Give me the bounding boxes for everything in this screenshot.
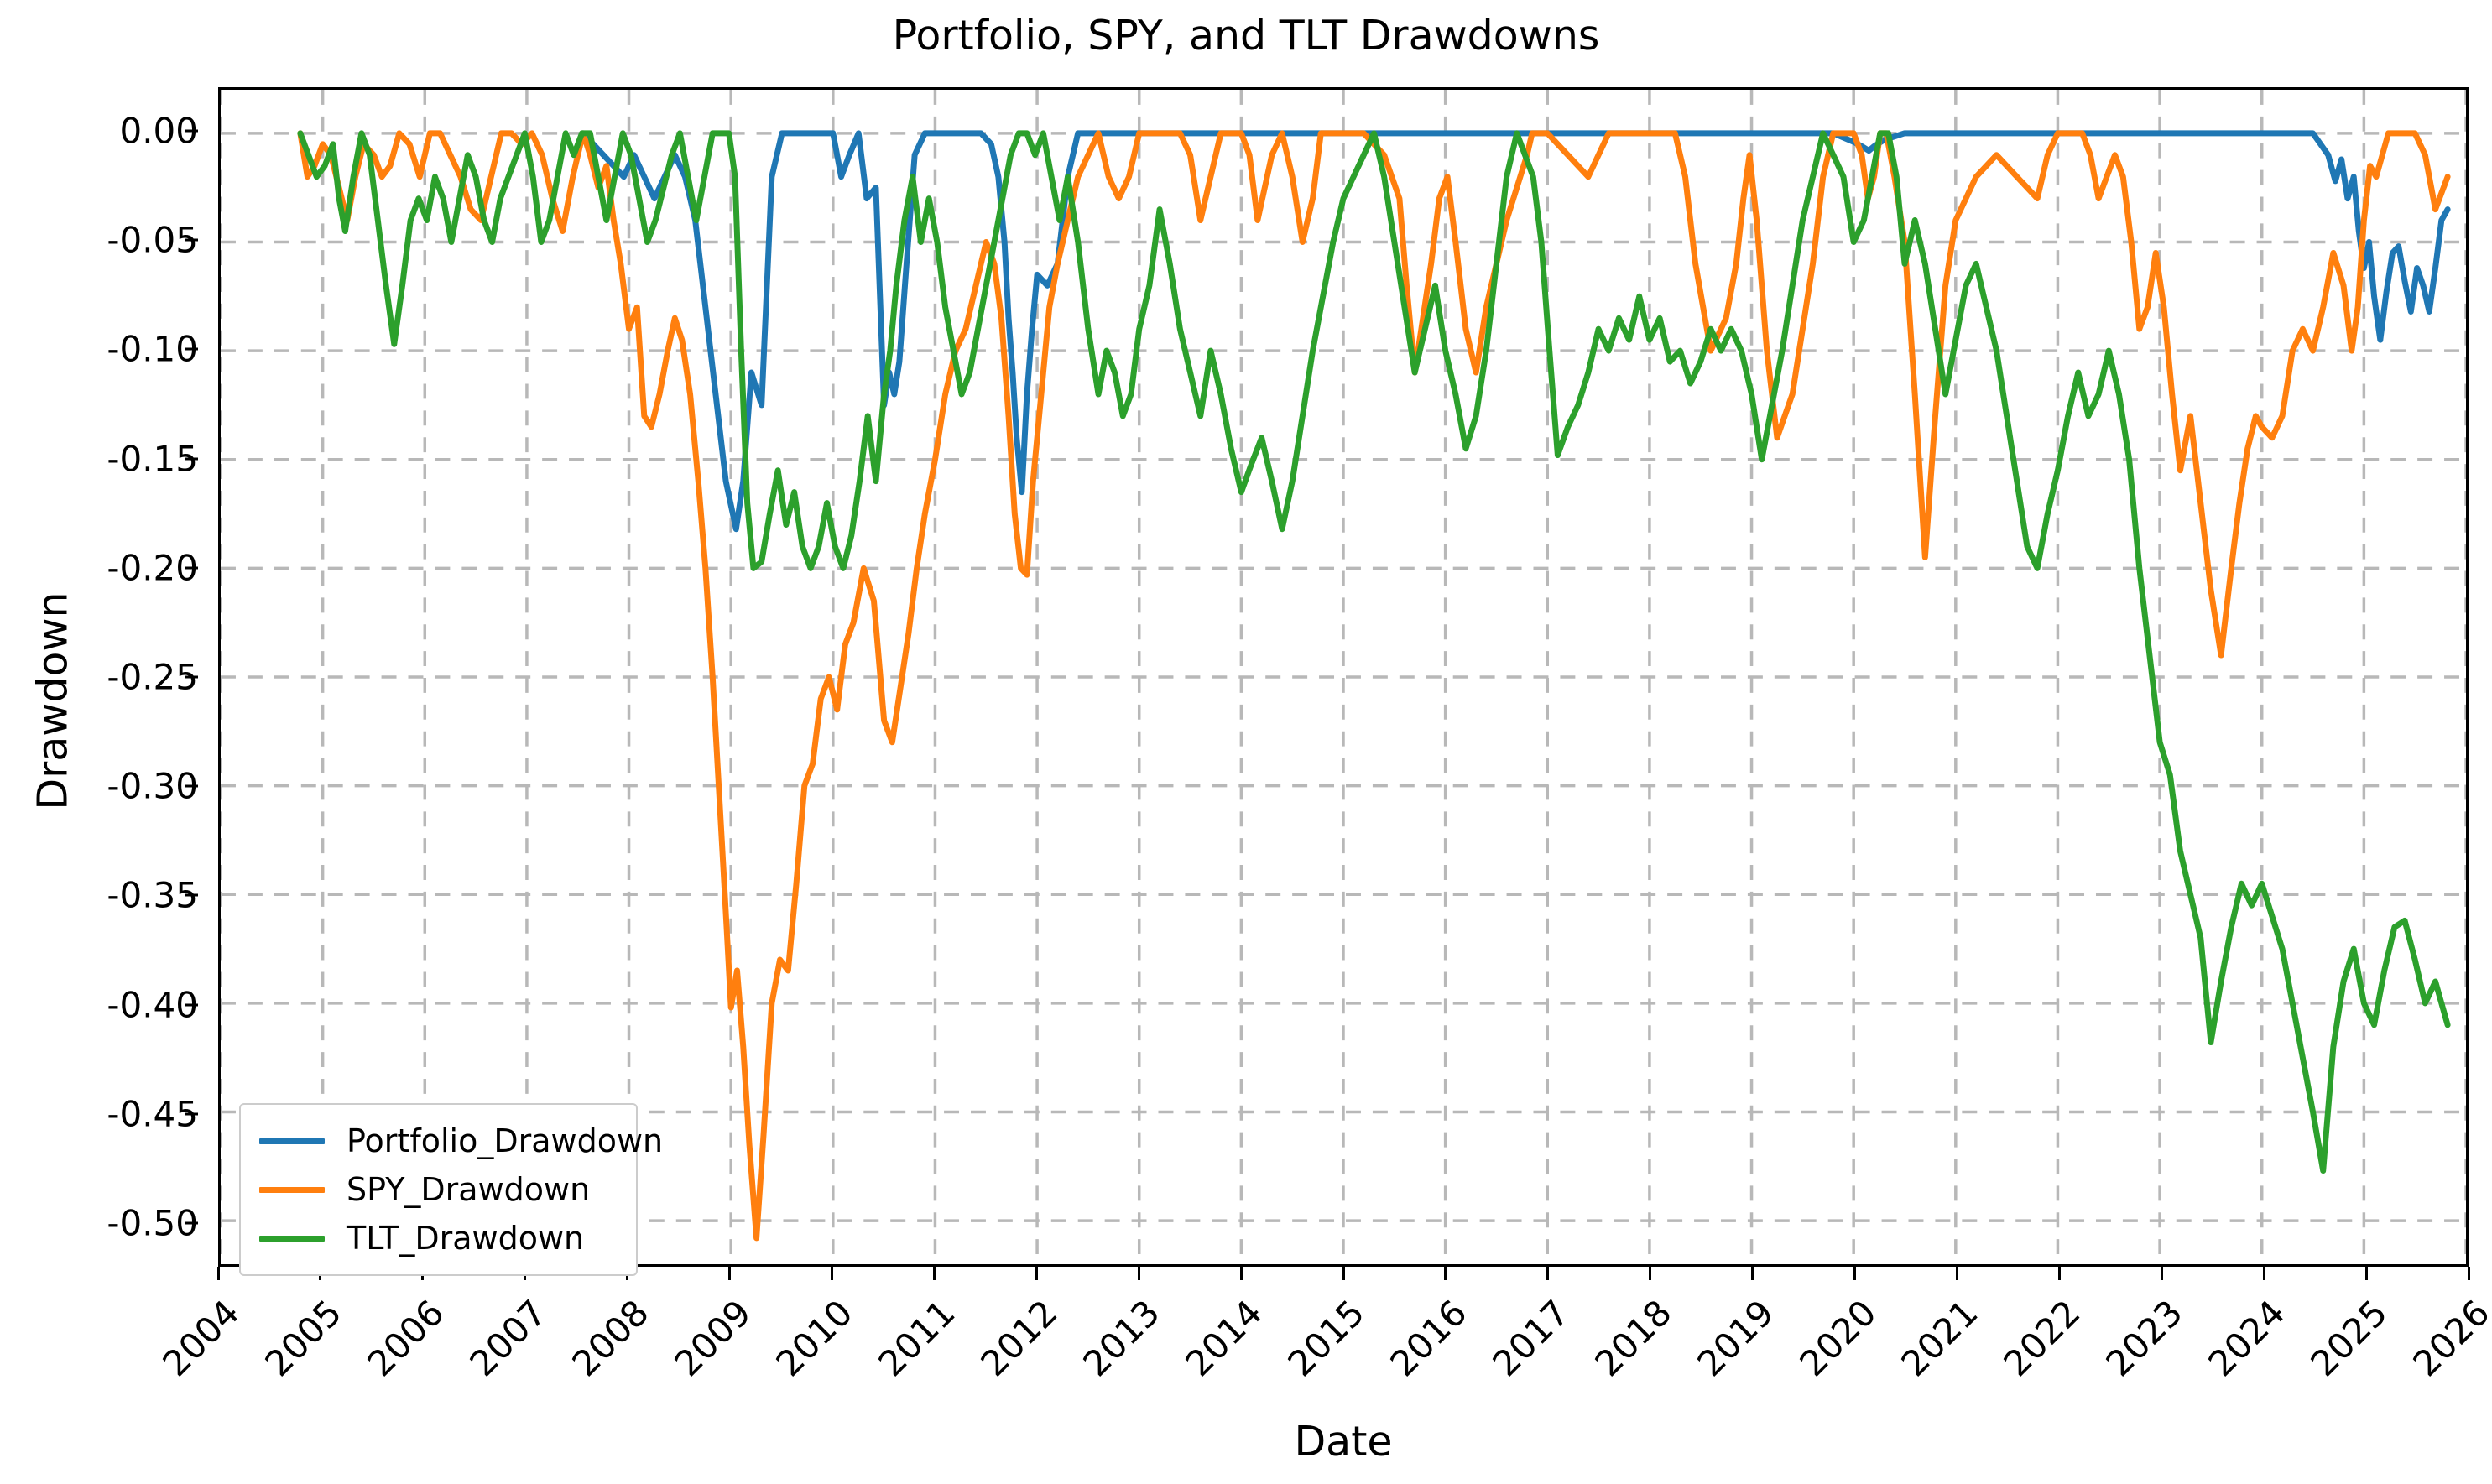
y-tick-label: -0.30 — [107, 765, 198, 807]
legend: Portfolio_Drawdown SPY_Drawdown TLT_Drawdo… — [239, 1103, 663, 1276]
gridlines — [221, 90, 2466, 1264]
y-tick-label: -0.25 — [107, 656, 198, 698]
legend-item[interactable]: Portfolio_Drawdown — [241, 1117, 663, 1165]
y-tick-mark — [185, 893, 198, 897]
legend-item[interactable]: SPY_Drawdown — [241, 1165, 636, 1214]
x-tick-mark — [2057, 1267, 2061, 1280]
y-tick-mark — [185, 347, 198, 351]
y-axis-label: Drawdown — [29, 591, 77, 810]
plot-area — [218, 87, 2469, 1267]
y-tick-label: -0.35 — [107, 874, 198, 916]
x-tick-mark — [1239, 1267, 1243, 1280]
x-tick-mark — [830, 1267, 833, 1280]
x-tick-mark — [1649, 1267, 1652, 1280]
x-tick-mark — [1546, 1267, 1550, 1280]
legend-color-swatch — [259, 1186, 325, 1193]
y-tick-mark — [185, 1112, 198, 1116]
x-tick-mark — [1444, 1267, 1447, 1280]
legend-item-label: SPY_Drawdown — [347, 1171, 591, 1208]
x-tick-mark — [2262, 1267, 2265, 1280]
legend-color-swatch — [259, 1235, 325, 1242]
x-tick-mark — [1853, 1267, 1857, 1280]
y-tick-label: -0.50 — [107, 1202, 198, 1244]
x-axis-label: Date — [1294, 1418, 1393, 1466]
x-tick-mark — [1955, 1267, 1958, 1280]
y-tick-mark — [185, 675, 198, 679]
y-axis: 0.00 -0.05 -0.10 -0.15 -0.20 -0.25 -0.30 -0.35-… — [0, 0, 198, 1484]
y-tick-mark — [185, 784, 198, 788]
x-tick-mark — [1035, 1267, 1038, 1280]
x-tick-mark — [216, 1267, 220, 1280]
y-tick-label: -0.15 — [107, 438, 198, 480]
y-tick-mark — [185, 238, 198, 242]
y-tick-mark — [185, 129, 198, 133]
x-tick-mark — [1137, 1267, 1140, 1280]
x-tick-mark — [932, 1267, 936, 1280]
legend-item-label: TLT_Drawdown — [347, 1220, 585, 1257]
y-tick-mark — [185, 457, 198, 461]
y-tick-label: -0.45 — [107, 1093, 198, 1135]
legend-color-swatch — [259, 1138, 325, 1144]
y-tick-label: -0.05 — [107, 219, 198, 261]
x-tick-mark — [2467, 1267, 2470, 1280]
y-tick-label: -0.20 — [107, 547, 198, 589]
series-line-tlt-drawdown — [297, 130, 2451, 1174]
y-tick-mark — [185, 1003, 198, 1007]
series-lines — [297, 130, 2451, 1242]
y-tick-mark — [185, 1221, 198, 1225]
y-tick-mark — [185, 566, 198, 570]
y-tick-label: -0.40 — [107, 984, 198, 1026]
x-tick-mark — [728, 1267, 732, 1280]
page-title: Portfolio, SPY, and TLT Drawdowns — [892, 12, 1600, 60]
x-tick-mark — [1751, 1267, 1754, 1280]
legend-item[interactable]: TLT_Drawdown — [241, 1214, 636, 1263]
x-tick-mark — [1342, 1267, 1345, 1280]
legend-item-label: Portfolio_Drawdown — [347, 1122, 664, 1159]
series-line-spy-drawdown — [297, 130, 2451, 1242]
x-tick-mark — [2160, 1267, 2163, 1280]
x-tick-mark — [2364, 1267, 2368, 1280]
y-tick-label: -0.10 — [107, 328, 198, 370]
plot-svg — [221, 90, 2466, 1264]
